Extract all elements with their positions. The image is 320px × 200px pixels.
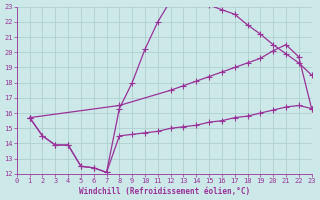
X-axis label: Windchill (Refroidissement éolien,°C): Windchill (Refroidissement éolien,°C) xyxy=(79,187,250,196)
